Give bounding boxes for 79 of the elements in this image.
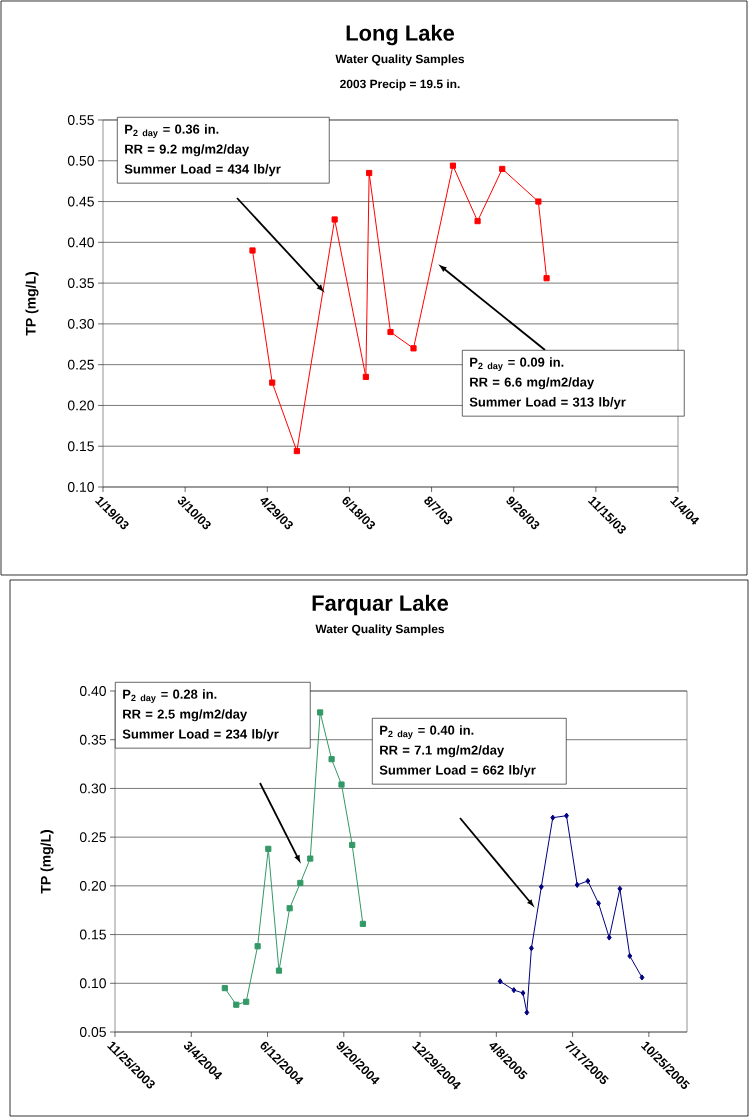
point <box>410 345 417 352</box>
point <box>474 218 481 225</box>
annotation: RR = 6.6 mg/m2/day <box>470 377 595 390</box>
point <box>543 275 550 282</box>
point <box>338 781 345 788</box>
point <box>297 879 304 887</box>
y-tick-label: 0.55 <box>67 115 94 125</box>
text: 2003 Precip = 19.5 in. <box>340 79 460 91</box>
point <box>535 198 542 205</box>
annotation: Summer Load = 313 lb/yr <box>469 397 626 410</box>
annotation: P$_{2 day}$ = 0.40 in. <box>380 725 474 739</box>
point <box>362 373 369 380</box>
point <box>307 855 314 862</box>
y-tick-label: 0.30 <box>79 783 106 794</box>
annotation: RR = 7.1 mg/m2/day <box>380 745 505 758</box>
point <box>233 1001 240 1008</box>
point <box>639 974 645 981</box>
point <box>221 985 228 992</box>
point <box>269 379 276 386</box>
point <box>254 943 261 950</box>
annotation: RR = 2.5 mg/m2/day <box>123 709 248 722</box>
point <box>550 814 556 821</box>
point <box>366 169 373 177</box>
y-tick-label: 0.05 <box>79 1027 106 1037</box>
y-tick-label: 0.25 <box>67 359 94 370</box>
annotation: P$_{2 day}$ = 0.28 in. <box>123 689 217 703</box>
point <box>328 756 335 763</box>
point <box>265 845 272 852</box>
point <box>449 162 457 169</box>
point <box>249 247 256 254</box>
point <box>331 216 338 223</box>
point <box>617 885 623 892</box>
point <box>511 987 517 994</box>
point <box>317 709 324 716</box>
point <box>524 1009 530 1016</box>
annotation: P$_{2 day}$ = 0.36 in. <box>125 124 219 138</box>
point <box>499 165 506 173</box>
point <box>606 934 612 941</box>
y-tick-label: 0.20 <box>67 400 94 411</box>
y-tick-label: 0.15 <box>79 929 106 940</box>
point <box>585 877 591 885</box>
point <box>564 812 569 819</box>
y-tick-label: 0.15 <box>67 441 94 452</box>
point <box>627 952 633 960</box>
y-tick-label: 0.35 <box>79 734 106 745</box>
annotation: Summer Load = 662 lb/yr <box>379 765 536 778</box>
point <box>293 448 300 455</box>
point <box>520 989 526 997</box>
y-tick-label: 0.40 <box>67 237 94 248</box>
point <box>275 967 283 974</box>
y-tick-label: 0.20 <box>79 880 106 891</box>
chart-subtitle: Water Quality Samples <box>315 624 445 636</box>
point <box>574 881 580 888</box>
y-tick-label: 0.35 <box>67 278 94 289</box>
y-tick-label: 0.40 <box>79 686 106 696</box>
point <box>286 905 293 912</box>
y-tick-label: 0.50 <box>67 155 94 166</box>
chart-subtitle: Water Quality Samples <box>335 54 465 66</box>
y-tick-label: 0.10 <box>67 482 94 492</box>
y-tick-label: 0.45 <box>67 196 94 207</box>
annotation: Summer Load = 434 lb/yr <box>124 164 281 177</box>
point <box>243 998 250 1005</box>
point <box>538 883 544 890</box>
annotation: P$_{2 day}$ = 0.09 in. <box>470 357 564 371</box>
point <box>596 900 601 907</box>
y-tick-label: 0.25 <box>79 832 106 843</box>
y-axis-title: TP (mg/L) <box>40 830 54 894</box>
chart-title: Long Lake <box>346 24 455 46</box>
point <box>349 841 356 849</box>
y-axis-title: TP (mg/L) <box>25 272 39 336</box>
chart-title: Farquar Lake <box>312 594 449 616</box>
annotation: Summer Load = 234 lb/yr <box>122 729 279 742</box>
y-tick-label: 0.30 <box>67 318 94 329</box>
point <box>387 328 394 336</box>
point <box>497 978 503 985</box>
annotation: RR = 9.2 mg/m2/day <box>125 144 250 157</box>
point <box>528 945 534 952</box>
y-tick-label: 0.10 <box>79 978 106 989</box>
point <box>359 920 366 927</box>
